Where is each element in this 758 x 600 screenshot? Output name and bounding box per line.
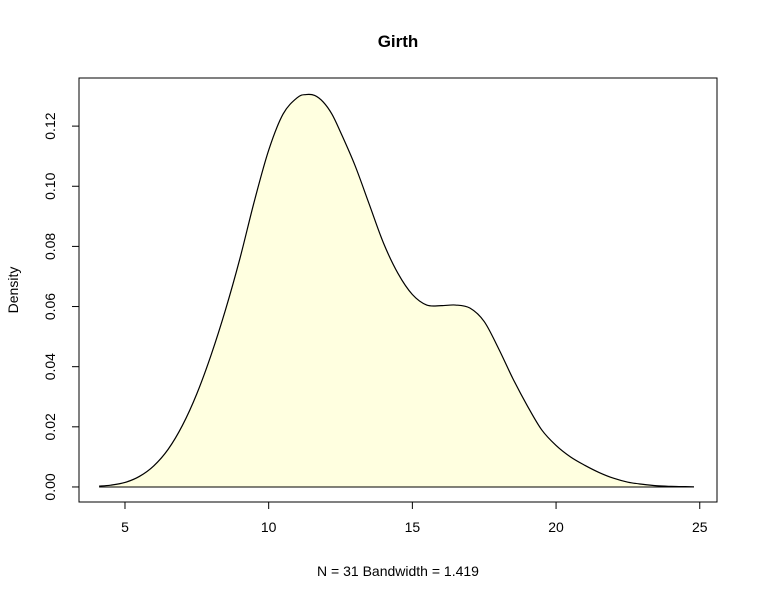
y-tick-label: 0.04 [42,353,58,380]
x-tick-label: 25 [692,519,708,535]
x-tick-label: 5 [121,519,129,535]
x-tick-label: 10 [261,519,277,535]
y-tick-label: 0.08 [42,233,58,260]
axes: 5 10 15 20 25 0.00 0.02 0.04 0.06 0.08 0.10 0.12 [42,112,708,535]
y-tick-label: 0.12 [42,112,58,139]
y-tick-label: 0.06 [42,293,58,320]
density-fill [99,94,695,487]
plot-frame [78,77,718,503]
y-tick-label: 0.10 [42,172,58,199]
y-tick-label: 0.02 [42,413,58,440]
x-tick-label: 15 [405,519,421,535]
y-axis-label: Density [5,267,21,314]
x-axis-label: N = 31 Bandwidth = 1.419 [317,563,479,579]
chart-title: Girth [378,32,419,51]
y-tick-label: 0.00 [42,473,58,500]
plot-area [99,93,695,488]
x-tick-label: 20 [548,519,564,535]
density-line [99,93,695,488]
